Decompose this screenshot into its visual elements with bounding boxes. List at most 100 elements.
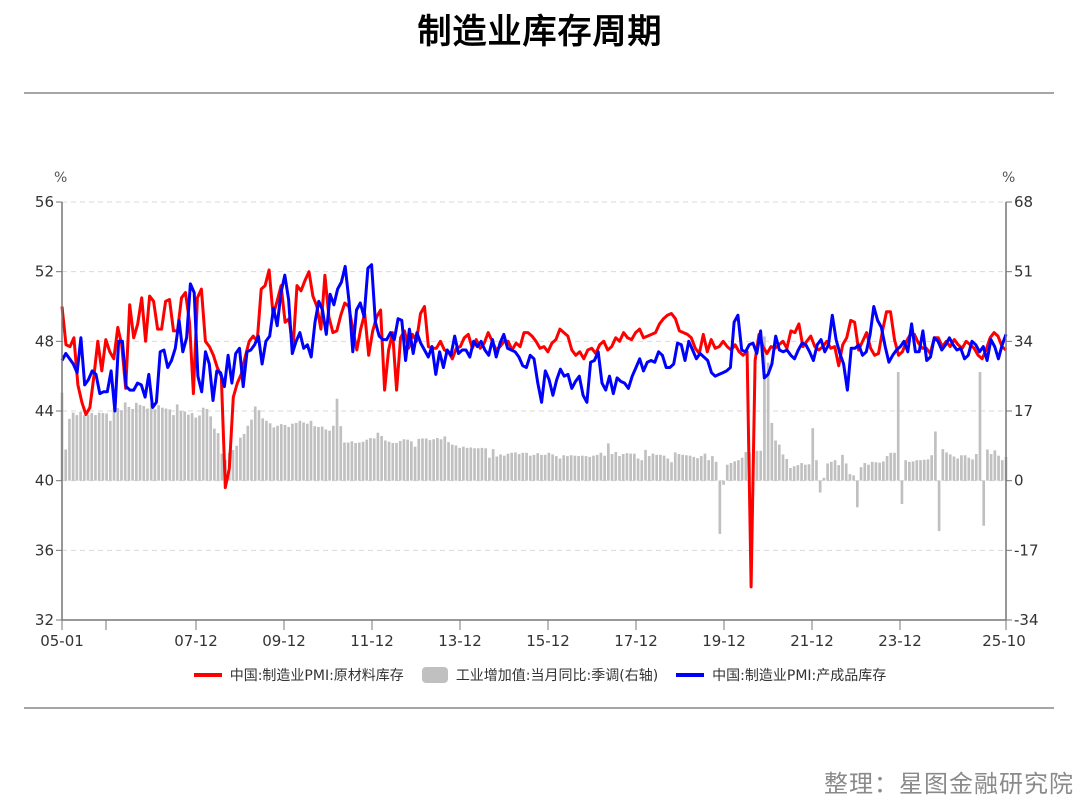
bar	[759, 450, 763, 481]
bar	[279, 424, 283, 481]
bar	[298, 420, 302, 481]
bar	[826, 463, 829, 481]
bar	[190, 413, 194, 481]
bar	[569, 455, 573, 481]
bar	[391, 442, 395, 481]
bar	[744, 451, 748, 481]
bar	[138, 404, 142, 481]
bar	[499, 454, 502, 481]
bar	[75, 415, 79, 481]
bar	[532, 454, 536, 481]
bar	[488, 457, 491, 481]
bar	[867, 464, 870, 481]
bar	[540, 454, 543, 481]
x-tick-label: 11-12	[350, 632, 394, 650]
bar	[755, 450, 759, 481]
bar	[629, 453, 632, 481]
bar	[729, 463, 733, 481]
legend-item-finished-goods-inventory[interactable]: 中国:制造业PMI:产成品库存	[676, 665, 886, 685]
bar	[413, 446, 417, 481]
bar	[603, 455, 606, 481]
top-divider	[24, 92, 1054, 94]
bar	[242, 433, 246, 481]
bar	[209, 416, 212, 481]
bar	[213, 428, 216, 481]
bar	[406, 439, 409, 481]
bar	[343, 442, 346, 481]
legend-label: 中国:制造业PMI:产成品库存	[712, 668, 887, 684]
bar	[874, 462, 878, 481]
bar	[922, 459, 926, 481]
bar	[272, 427, 276, 481]
bar	[320, 426, 324, 481]
bar	[774, 440, 777, 481]
bar	[454, 445, 458, 481]
bar	[142, 406, 146, 481]
bar	[837, 465, 841, 481]
bar	[688, 455, 692, 481]
bar	[655, 454, 658, 481]
bar	[554, 456, 558, 481]
bar	[246, 425, 250, 481]
bar	[94, 415, 97, 481]
bar	[740, 457, 744, 481]
bar	[235, 445, 239, 481]
bar	[205, 408, 209, 481]
bar	[436, 438, 439, 481]
bar	[543, 454, 547, 481]
bar	[346, 442, 350, 481]
bar	[547, 452, 551, 481]
bar	[305, 423, 309, 481]
bar	[484, 448, 488, 481]
bar	[948, 454, 952, 481]
credit-text: 整理：星图金融研究院	[824, 770, 1074, 798]
left-axis-unit: %	[54, 170, 68, 186]
x-tick-label: 13-12	[438, 632, 482, 650]
left-tick-label: 52	[35, 263, 54, 281]
bar	[889, 452, 893, 481]
bar	[659, 454, 662, 481]
bar	[718, 480, 722, 534]
bar	[335, 398, 339, 481]
legend-item-raw-inventory[interactable]: 中国:制造业PMI:原材料库存	[193, 665, 404, 685]
bar	[201, 407, 205, 481]
bar	[495, 456, 499, 481]
x-tick-label: 09-12	[262, 632, 306, 650]
bar	[86, 414, 90, 481]
bar	[350, 441, 354, 481]
bar	[945, 452, 948, 481]
bar	[239, 437, 242, 481]
bar	[250, 419, 253, 481]
bar	[317, 426, 320, 481]
bar	[692, 456, 696, 481]
right-tick-label: -17	[1014, 541, 1039, 559]
x-tick-label: 15-12	[526, 632, 570, 650]
bar	[432, 439, 435, 481]
bar	[934, 431, 937, 481]
bar	[198, 415, 201, 481]
bar	[926, 459, 930, 481]
bar	[956, 458, 960, 481]
bar	[168, 409, 172, 481]
bar	[395, 442, 398, 481]
bar	[480, 447, 484, 481]
bar	[183, 411, 186, 481]
bar	[807, 464, 811, 481]
bar	[502, 455, 506, 481]
bar	[770, 422, 774, 481]
bar	[469, 447, 473, 481]
bar	[974, 454, 978, 481]
legend-label: 中国:制造业PMI:原材料库存	[229, 668, 404, 684]
bar	[387, 441, 391, 481]
bar	[997, 455, 1000, 481]
legend-item-industrial-value-added[interactable]: 工业增加值:当月同比:季调(右轴)	[421, 665, 658, 685]
bar	[525, 452, 528, 481]
bar	[521, 452, 525, 481]
blue-line-swatch-icon	[676, 673, 705, 677]
x-tick-label: 25-10	[982, 632, 1026, 650]
bar	[309, 420, 313, 481]
bar	[640, 460, 644, 481]
bar	[573, 455, 577, 481]
bar	[517, 454, 521, 481]
left-tick-label: 40	[35, 472, 54, 490]
